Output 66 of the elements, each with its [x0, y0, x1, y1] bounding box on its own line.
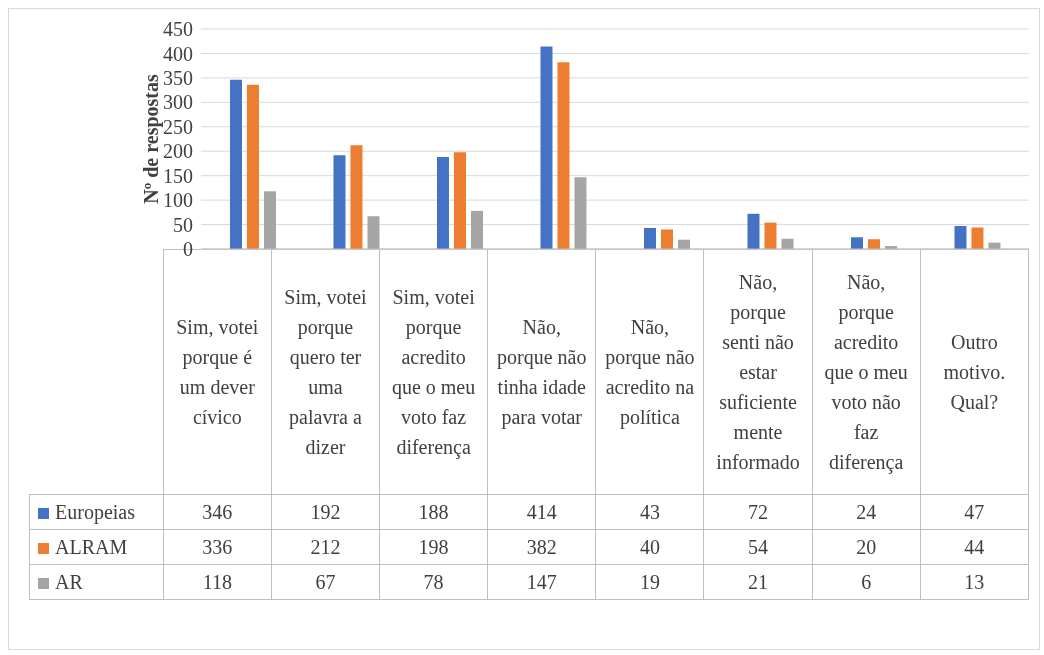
bar [954, 226, 967, 249]
bar [470, 210, 483, 249]
x-tick-label: Não, porque senti não estar suficientemente informado [703, 249, 813, 495]
data-label: 47 [920, 494, 1029, 530]
bar [747, 213, 760, 249]
data-label: 19 [595, 564, 704, 600]
bar [850, 237, 863, 249]
bar [643, 227, 656, 249]
data-label: 192 [271, 494, 380, 530]
data-label: 118 [163, 564, 272, 600]
x-tick-label: Não, porque não acredito na política [595, 249, 704, 495]
legend-label: ALRAM [29, 529, 164, 565]
bar [333, 155, 346, 249]
y-tick-label: 250 [163, 115, 193, 138]
bar [660, 229, 673, 249]
x-tick-label: Sim, votei porque quero ter uma palavra a dizer [271, 249, 380, 495]
data-label: 24 [812, 494, 921, 530]
data-label: 336 [163, 529, 272, 565]
data-label: 382 [487, 529, 596, 565]
data-label: 198 [379, 529, 488, 565]
y-tick-label: 0 [183, 238, 193, 261]
y-tick-label: 200 [163, 140, 193, 163]
y-tick-label: 50 [173, 213, 193, 236]
bar [557, 62, 570, 249]
x-tick-label: Outro motivo. Qual? [920, 249, 1029, 495]
bar [574, 177, 587, 249]
data-label: 346 [163, 494, 272, 530]
data-label: 21 [703, 564, 813, 600]
data-label: 147 [487, 564, 596, 600]
data-label: 20 [812, 529, 921, 565]
bar [540, 46, 553, 249]
data-label: 40 [595, 529, 704, 565]
data-label: 78 [379, 564, 488, 600]
data-label: 188 [379, 494, 488, 530]
legend-label: AR [29, 564, 164, 600]
data-label: 54 [703, 529, 813, 565]
y-tick-label: 350 [163, 66, 193, 89]
bar [764, 222, 777, 249]
y-tick-label: 400 [163, 42, 193, 65]
y-tick-label: 100 [163, 189, 193, 212]
data-label: 414 [487, 494, 596, 530]
bar [263, 191, 276, 249]
data-label: 212 [271, 529, 380, 565]
bar [453, 152, 466, 249]
bar [867, 239, 880, 249]
data-label: 44 [920, 529, 1029, 565]
bar [367, 216, 380, 249]
x-tick-label: Sim, votei porque é um dever cívico [176, 316, 259, 428]
y-axis-title: Nº de respostas [140, 74, 164, 204]
data-label: 6 [812, 564, 921, 600]
y-tick-label: 300 [163, 91, 193, 114]
data-label: 72 [703, 494, 813, 530]
x-tick-label: Não, porque não tinha idade para votar [487, 249, 596, 495]
data-label: 43 [595, 494, 704, 530]
y-tick-label: 450 [163, 18, 193, 41]
x-tick-label: Sim, votei porque acredito que o meu voto faz diferença [379, 249, 488, 495]
bar [246, 84, 259, 249]
y-tick-label: 150 [163, 164, 193, 187]
bar [971, 227, 984, 249]
data-label: 67 [271, 564, 380, 600]
data-label: 13 [920, 564, 1029, 600]
legend-label: Europeias [29, 494, 164, 530]
bar [436, 157, 449, 249]
bar [229, 79, 242, 249]
bar [350, 145, 363, 249]
x-tick-label: Não, porque acredito que o meu voto não faz diferença [812, 249, 921, 495]
